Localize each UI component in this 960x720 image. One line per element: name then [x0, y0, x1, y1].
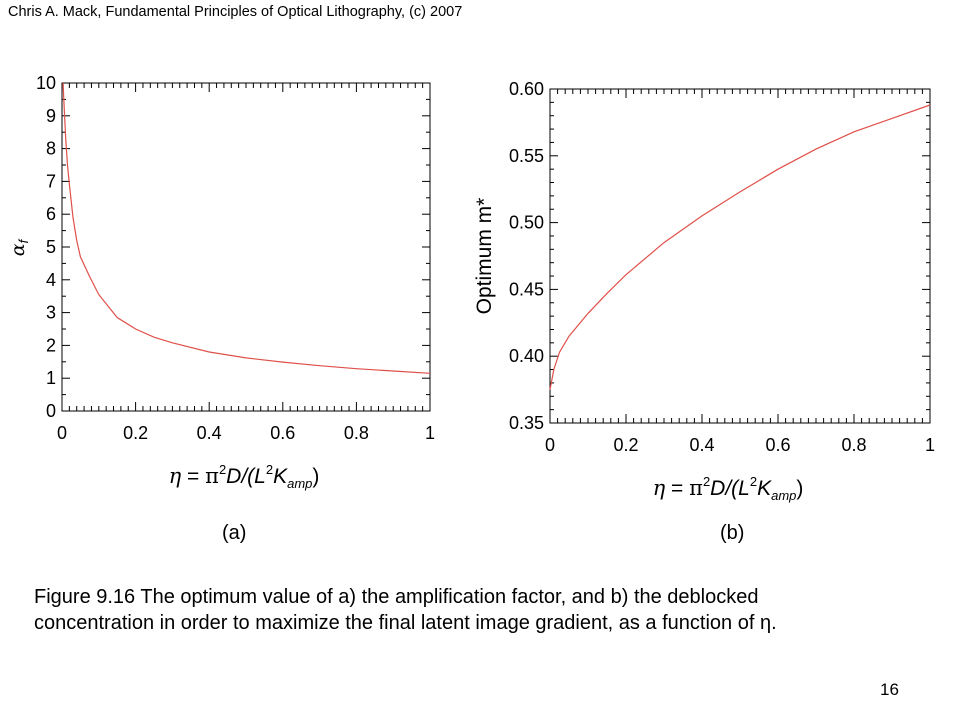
- x-tick-label: 0.6: [765, 435, 790, 455]
- page-header: Chris A. Mack, Fundamental Principles of…: [8, 4, 463, 20]
- y-tick-label: 6: [46, 204, 56, 224]
- x-axis-label: η = π2D/(L2Kamp): [653, 474, 804, 503]
- y-tick-label: 1: [46, 368, 56, 388]
- y-axis-label: Optimum m*: [473, 198, 496, 315]
- x-tick-label: 0: [57, 423, 67, 443]
- y-tick-label: 9: [46, 106, 56, 126]
- y-tick-label: 2: [46, 335, 56, 355]
- x-tick-label: 0.4: [689, 435, 714, 455]
- chart-deblocked-concentration: 0 0.2 0.4 0.6 0.8 1 0.35 0.40 0.45 0.50 0.55 0.60 η …: [473, 79, 935, 503]
- figure-caption: Figure 9.16 The optimum value of a) the …: [34, 584, 934, 636]
- y-tick-label: 0.45: [509, 279, 544, 299]
- series-line: [62, 82, 431, 374]
- x-tick-label: 0.8: [841, 435, 866, 455]
- caption-line-1: Figure 9.16 The optimum value of a) the …: [34, 586, 759, 608]
- x-axis-label: η = π2D/(L2Kamp): [169, 462, 320, 491]
- y-tick-label: 7: [46, 171, 56, 191]
- x-tick-label: 1: [925, 435, 935, 455]
- panel-a-label: (a): [222, 522, 247, 544]
- y-tick-label: 4: [46, 270, 56, 290]
- y-tick-label: 8: [46, 139, 56, 159]
- y-tick-label: 0.55: [509, 146, 544, 166]
- plot-frame: [549, 88, 931, 424]
- y-tick-label: 3: [46, 303, 56, 323]
- x-tick-label: 0.2: [613, 435, 638, 455]
- x-tick-label: 0.6: [270, 423, 295, 443]
- y-axis-label: αf: [7, 238, 31, 256]
- x-tick-label: 0.8: [344, 423, 369, 443]
- series-line: [549, 104, 931, 390]
- y-tick-label: 0.50: [509, 213, 544, 233]
- y-tick-label: 5: [46, 237, 56, 257]
- x-tick-label: 0.4: [197, 423, 222, 443]
- x-tick-label: 1: [425, 423, 435, 443]
- y-tick-label: 0.35: [509, 413, 544, 433]
- y-tick-label: 0.40: [509, 346, 544, 366]
- panel-b-label: (b): [720, 522, 745, 544]
- y-tick-label: 0.60: [509, 79, 544, 99]
- x-tick-label: 0.2: [123, 423, 148, 443]
- y-tick-label: 0: [46, 401, 56, 421]
- page-number: 16: [880, 680, 899, 699]
- plot-frame: [61, 82, 431, 412]
- caption-line-2: concentration in order to maximize the f…: [34, 612, 777, 634]
- x-tick-label: 0: [545, 435, 555, 455]
- y-tick-label: 10: [36, 73, 56, 93]
